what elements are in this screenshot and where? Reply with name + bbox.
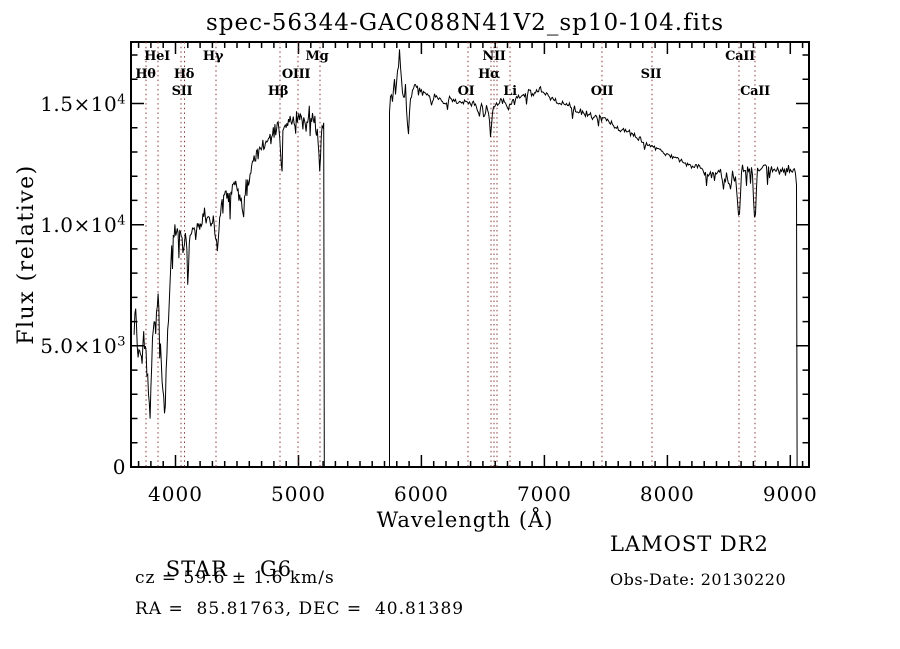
line-label-oii: OII bbox=[590, 84, 614, 99]
x-tick-7000: 7000 bbox=[516, 482, 572, 506]
object-class-line: STAR G6 bbox=[135, 533, 292, 605]
y-tick-15000: 1.5×104 bbox=[40, 91, 126, 116]
line-label-hδ: Hδ bbox=[173, 66, 195, 82]
object-subclass: G6 bbox=[259, 557, 293, 581]
line-label-nii: NII bbox=[482, 49, 506, 64]
x-tick-8000: 8000 bbox=[639, 482, 695, 506]
x-axis-title: Wavelength (Å) bbox=[376, 508, 554, 532]
line-label-caii: CaII bbox=[725, 49, 755, 64]
spectrum-trace-red-arm bbox=[389, 49, 798, 468]
x-tick-5000: 5000 bbox=[271, 482, 326, 506]
line-label-mg: Mg bbox=[305, 49, 329, 64]
y-tick-10000: 1.0×104 bbox=[40, 212, 126, 237]
plot-title: spec-56344-GAC088N41V2_sp10-104.fits bbox=[205, 10, 725, 36]
survey-release: LAMOST DR2 bbox=[610, 532, 769, 556]
x-tick-9000: 9000 bbox=[762, 482, 818, 506]
line-label-caii: CaII bbox=[740, 84, 770, 99]
line-label-sii: SII bbox=[640, 66, 662, 82]
line-label-hθ: Hθ bbox=[135, 66, 156, 82]
plot-frame bbox=[130, 41, 810, 468]
line-label-sii: SII bbox=[171, 84, 193, 99]
y-axis-title-wrap: Flux (relative) bbox=[12, 0, 40, 508]
obs-date: Obs-Date: 20130220 bbox=[610, 570, 787, 589]
line-label-oi: OI bbox=[457, 84, 475, 99]
radial-velocity: cz = 59.6 ± 1.6 km/s bbox=[135, 568, 335, 588]
spectrum-trace-blue-arm bbox=[133, 105, 325, 468]
y-axis-title: Flux (relative) bbox=[13, 163, 39, 345]
line-label-hβ: Hβ bbox=[267, 84, 289, 99]
line-label-hα: Hα bbox=[478, 66, 500, 82]
coordinates: RA = 85.81763, DEC = 40.81389 bbox=[135, 599, 465, 619]
y-tick-0: 0 bbox=[112, 455, 126, 479]
axis-ticks bbox=[131, 42, 809, 468]
x-tick-6000: 6000 bbox=[393, 482, 449, 506]
line-label-li: Li bbox=[503, 84, 517, 99]
x-tick-4000: 4000 bbox=[148, 482, 203, 506]
line-label-oiii: OIII bbox=[281, 66, 311, 82]
object-class: STAR bbox=[165, 557, 228, 581]
line-label-hei: HeI bbox=[144, 49, 170, 64]
y-tick-5000: 5.0×103 bbox=[40, 333, 126, 358]
line-label-hγ: Hγ bbox=[202, 49, 224, 64]
